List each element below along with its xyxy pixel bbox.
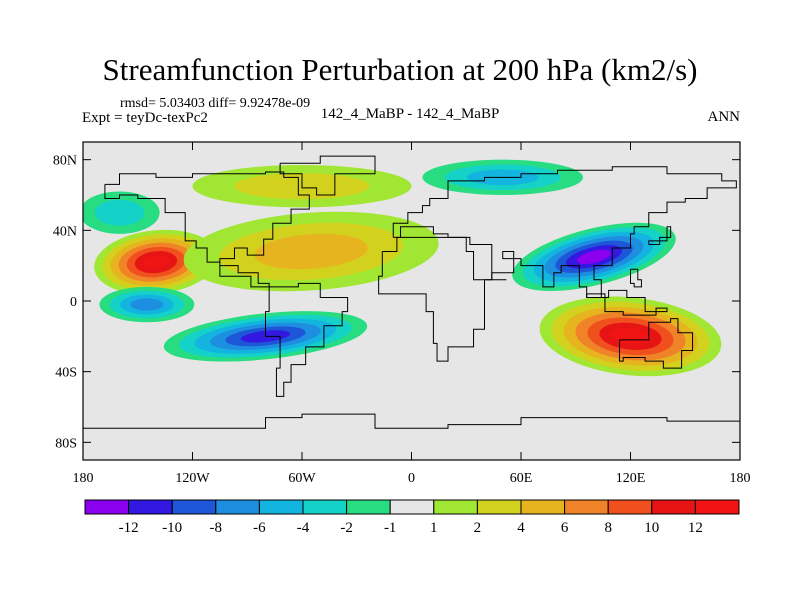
- colorbar-box: [520, 499, 566, 515]
- colorbar: -12 -10 -8 -6 -4 -2 -1 1 2 4 6 8 10 12: [84, 499, 740, 536]
- colorbar-label: -6: [253, 520, 266, 536]
- axes: 180 120W 60W 0 60E 120E 180 80N 40N 0 40S 80S: [53, 142, 751, 486]
- coastline: [104, 171, 310, 288]
- coastline: [265, 282, 349, 397]
- x-tick-label: 0: [408, 471, 415, 486]
- y-tick-label: 0: [70, 295, 77, 310]
- colorbar-label: 4: [517, 520, 525, 536]
- coastline: [648, 226, 672, 245]
- colorbar-box: [302, 499, 348, 515]
- colorbar-label: 10: [644, 520, 659, 536]
- colorbar-box: [476, 499, 522, 515]
- colorbar-box: [128, 499, 173, 515]
- season-label: ANN: [707, 109, 741, 125]
- colorbar-label: -8: [210, 520, 223, 536]
- x-tick-label: 120E: [616, 471, 646, 486]
- colorbar-label: 6: [561, 520, 569, 536]
- colorbar-box: [389, 499, 435, 515]
- contour-band: [130, 298, 164, 311]
- colorbar-box: [215, 499, 260, 515]
- colorbar-label: -10: [162, 520, 182, 536]
- y-tick-label: 80N: [53, 154, 77, 169]
- x-tick-label: 180: [73, 471, 94, 486]
- colorbar-box: [433, 499, 478, 515]
- chart-title: Streamfunction Perturbation at 200 hPa (…: [102, 52, 698, 87]
- rmsd-diff-label: rmsd= 5.03403 diff= 9.92478e-09: [120, 96, 311, 111]
- colorbar-label: -2: [340, 520, 353, 536]
- colorbar-box: [564, 499, 609, 515]
- contour-band: [142, 255, 170, 269]
- y-tick-label: 40N: [53, 224, 77, 239]
- x-tick-label: 180: [730, 471, 751, 486]
- contour-fill-layer: [83, 159, 722, 377]
- y-tick-label: 80S: [55, 436, 77, 451]
- colorbar-box: [694, 499, 740, 515]
- colorbar-label: -4: [297, 520, 310, 536]
- colorbar-box: [171, 499, 217, 515]
- colorbar-label: 8: [604, 520, 612, 536]
- colorbar-box: [84, 499, 130, 515]
- coastline: [586, 289, 668, 316]
- coastline: [630, 268, 642, 288]
- colorbar-label: 2: [474, 520, 482, 536]
- colorbar-box: [258, 499, 304, 515]
- contour-band: [576, 249, 612, 265]
- x-tick-label: 60W: [288, 471, 316, 486]
- colorbar-label: -12: [119, 520, 139, 536]
- x-tick-label: 60E: [510, 471, 533, 486]
- experiment-label: Expt = teyDc-texPc2: [82, 110, 208, 126]
- coastline: [378, 236, 507, 362]
- contour-band: [254, 233, 368, 270]
- colorbar-box: [607, 499, 653, 515]
- x-tick-label: 120W: [175, 471, 210, 486]
- colorbar-label: 1: [430, 520, 438, 536]
- contour-band: [94, 199, 145, 226]
- colorbar-label: -1: [384, 520, 397, 536]
- contour-band: [611, 327, 650, 345]
- coastline: [83, 413, 740, 429]
- colorbar-box: [651, 499, 696, 515]
- y-tick-label: 40S: [55, 366, 77, 381]
- coastline: [619, 318, 694, 369]
- coastline: [279, 155, 376, 196]
- colorbar-box: [346, 499, 391, 515]
- colorbar-label: 12: [688, 520, 703, 536]
- case-label: 142_4_MaBP - 142_4_MaBP: [320, 106, 500, 122]
- coastline-layer: [83, 155, 740, 429]
